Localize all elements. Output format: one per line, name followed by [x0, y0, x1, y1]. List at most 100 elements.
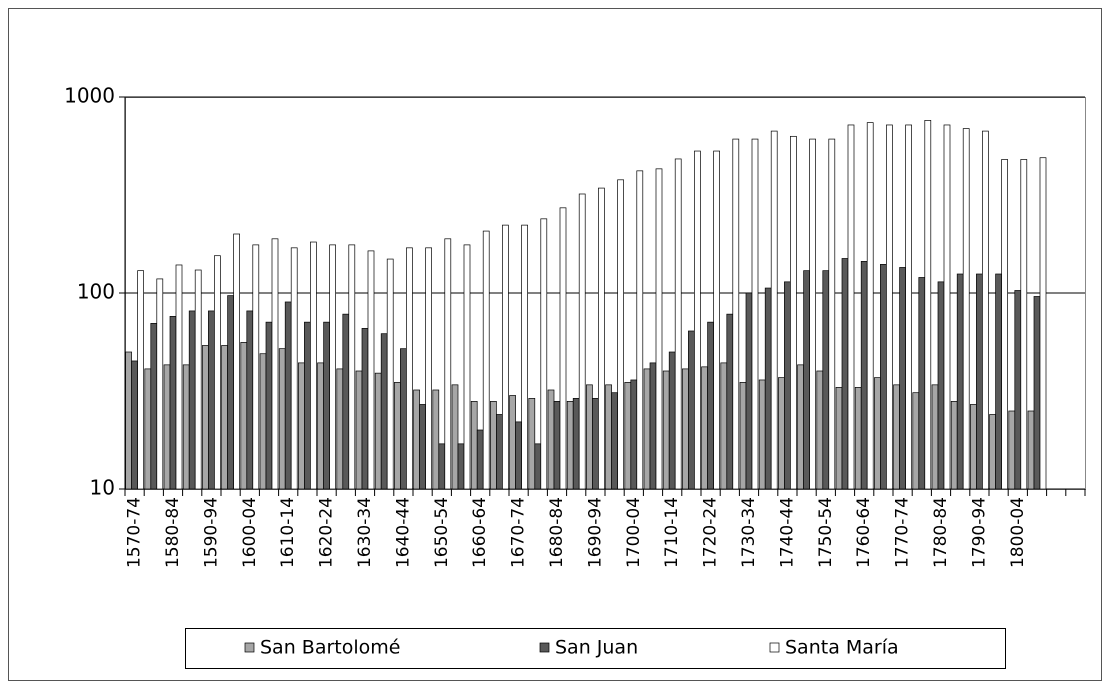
- bar: [694, 150, 701, 490]
- bar: [169, 316, 177, 490]
- bar: [482, 230, 490, 490]
- bar: [374, 372, 382, 490]
- x-tick-label: 1720-24: [701, 497, 721, 568]
- bar: [841, 258, 849, 490]
- bar: [835, 387, 843, 490]
- bar: [400, 348, 407, 490]
- bar: [125, 351, 132, 490]
- bar: [509, 395, 516, 490]
- bar: [982, 130, 989, 490]
- legend-label: Santa María: [785, 637, 899, 659]
- bar: [323, 321, 330, 490]
- bar: [271, 238, 279, 490]
- x-tick-label: 1800-04: [1008, 497, 1028, 568]
- bar: [278, 348, 286, 490]
- x-tick-label: 1750-54: [816, 497, 836, 568]
- bar: [976, 273, 983, 490]
- bar: [150, 323, 158, 490]
- x-tick-label: 1570-74: [125, 497, 145, 568]
- bar: [578, 193, 586, 490]
- bar: [566, 401, 574, 490]
- bar: [874, 377, 881, 490]
- bar: [809, 138, 816, 490]
- bar: [1027, 410, 1035, 490]
- bar: [905, 124, 912, 490]
- bar: [208, 310, 215, 490]
- x-tick-label: 1760-64: [854, 497, 874, 568]
- bar: [860, 261, 868, 490]
- bar: [899, 267, 906, 490]
- bar: [970, 404, 977, 490]
- bar: [188, 310, 196, 490]
- bar: [463, 244, 471, 490]
- bar: [674, 158, 682, 490]
- bar: [1001, 159, 1008, 490]
- bar: [924, 120, 932, 490]
- bar: [298, 362, 305, 490]
- bar: [367, 250, 375, 490]
- bar: [182, 364, 190, 490]
- bar: [655, 168, 663, 490]
- bar: [246, 310, 254, 490]
- legend-swatch: [539, 642, 550, 653]
- bar: [790, 135, 797, 490]
- x-tick-label: 1730-34: [739, 497, 759, 568]
- bar: [265, 321, 273, 490]
- bar: [630, 379, 638, 490]
- legend-label: San Juan: [555, 637, 638, 659]
- bar: [221, 345, 228, 490]
- bar: [764, 287, 772, 490]
- bar: [528, 398, 536, 490]
- bar: [956, 273, 964, 490]
- x-tick-label: 1700-04: [624, 497, 644, 568]
- bar: [329, 244, 336, 490]
- bar: [822, 270, 830, 490]
- x-tick-label: 1670-74: [509, 497, 529, 568]
- bar: [739, 382, 747, 490]
- bar: [713, 150, 720, 490]
- bar: [668, 351, 676, 490]
- bar: [348, 244, 356, 490]
- x-tick-label: 1780-84: [931, 497, 951, 568]
- bar: [847, 124, 855, 490]
- bar: [521, 224, 528, 490]
- bar: [144, 368, 152, 490]
- bar: [572, 398, 580, 490]
- x-tick-label: 1620-24: [317, 497, 337, 568]
- bar: [886, 124, 893, 490]
- bar: [175, 264, 183, 490]
- bar: [444, 238, 452, 490]
- bar: [553, 401, 561, 490]
- bar: [893, 384, 900, 490]
- bar: [194, 269, 202, 490]
- bar: [290, 247, 298, 490]
- bar: [137, 270, 144, 490]
- bar: [770, 130, 778, 490]
- bar: [233, 233, 240, 490]
- bar: [918, 277, 926, 490]
- bar: [784, 281, 791, 490]
- y-tick-label: 100: [77, 280, 115, 304]
- bar: [828, 138, 836, 490]
- legend-swatch: [244, 642, 255, 653]
- bar: [515, 421, 522, 490]
- bar: [476, 429, 484, 490]
- bar: [502, 224, 509, 490]
- bar: [778, 377, 785, 490]
- y-tick-label: 10: [90, 476, 115, 500]
- bar: [227, 295, 234, 490]
- bar: [534, 443, 542, 490]
- bar: [131, 360, 138, 490]
- bar: [931, 384, 939, 490]
- x-tick-label: 1580-84: [163, 497, 183, 568]
- bar: [617, 179, 624, 490]
- bar: [854, 387, 862, 490]
- bar: [643, 368, 651, 490]
- bar: [586, 384, 593, 490]
- bar: [707, 321, 714, 490]
- bar: [470, 401, 478, 490]
- bar: [682, 368, 689, 490]
- bar: [451, 384, 459, 490]
- bar: [943, 124, 951, 490]
